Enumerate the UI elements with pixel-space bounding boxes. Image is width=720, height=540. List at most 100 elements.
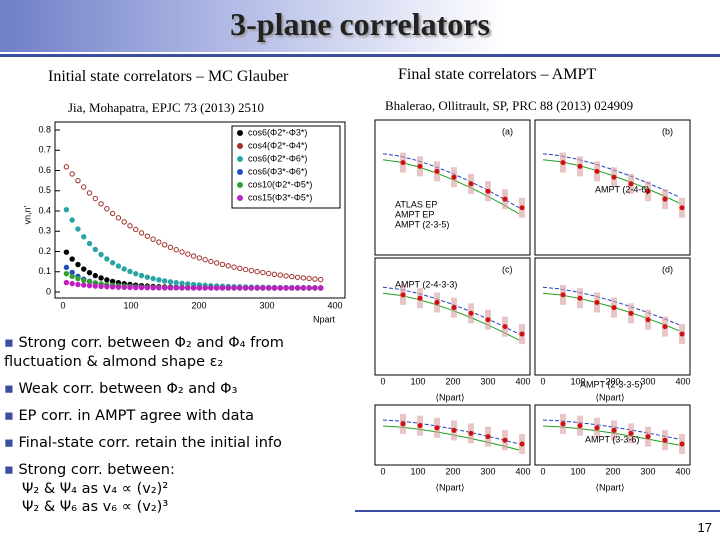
x-tick-label: 300 <box>640 466 655 476</box>
curve-point <box>306 275 312 282</box>
curve-point <box>86 240 93 247</box>
x-tick-label: 0 <box>540 466 545 476</box>
curve-point <box>277 285 283 291</box>
data-point <box>560 421 566 427</box>
curve-point <box>213 260 220 266</box>
curve-point <box>63 264 70 271</box>
curve-point <box>86 190 93 196</box>
bullet: ▪ Weak corr. between Φ₂ and Φ₃ <box>4 380 344 399</box>
curve-point <box>225 285 231 291</box>
legend-marker <box>237 195 243 201</box>
curve-point <box>179 249 185 255</box>
curve-point <box>173 279 179 286</box>
curve-point <box>63 207 70 213</box>
legend-marker <box>237 169 243 175</box>
data-point <box>434 425 440 431</box>
curve-point <box>179 285 185 291</box>
data-point <box>611 427 617 433</box>
curve-point <box>237 285 243 291</box>
curve-point <box>237 265 243 272</box>
x-tick-label: 200 <box>445 466 460 476</box>
curve-point <box>300 275 307 281</box>
curve-point <box>312 285 318 291</box>
x-axis-label: ⟨Npart⟩ <box>435 392 464 402</box>
curve-point <box>104 284 110 290</box>
right-heading: Final state correlators – AMPT <box>398 66 597 83</box>
curve-point <box>109 210 116 217</box>
y-tick-label: 0.6 <box>38 165 51 175</box>
legend-marker <box>237 143 243 149</box>
legend-label: cos4(Φ2*-Φ4*) <box>248 140 307 150</box>
x-tick-label: 300 <box>640 376 655 386</box>
curve-point <box>75 226 81 232</box>
y-tick-label: 0.3 <box>38 226 51 236</box>
left-heading: Initial state correlators – MC Glauber <box>48 68 289 85</box>
curve-point <box>185 251 191 257</box>
bullet-marker: ▪ <box>4 462 19 478</box>
x-axis-label: ⟨Npart⟩ <box>435 482 464 492</box>
curve-point <box>271 271 278 278</box>
curve-point <box>104 206 110 212</box>
legend-marker <box>237 156 243 162</box>
curve-point <box>109 284 116 290</box>
curve-point <box>75 281 81 288</box>
x-tick-label: 400 <box>515 466 530 476</box>
curve-point <box>109 260 116 266</box>
data-point <box>468 430 474 436</box>
data-point <box>502 437 508 443</box>
curve-point <box>98 201 104 207</box>
curve-point <box>98 283 104 290</box>
x-tick-label: 200 <box>191 300 206 310</box>
data-point <box>502 324 508 330</box>
x-tick-label: 400 <box>675 376 690 386</box>
curve-point <box>115 263 122 269</box>
page-number: 17 <box>697 520 712 535</box>
data-point <box>645 434 651 440</box>
data-point <box>662 437 668 443</box>
curve-point <box>242 266 249 273</box>
data-point <box>645 317 651 323</box>
curve-point <box>98 275 104 281</box>
curve-point <box>92 246 99 253</box>
curve-point <box>81 184 87 190</box>
bullet-marker: ▪ <box>4 408 19 424</box>
curve-point <box>225 263 231 269</box>
data-point <box>560 292 566 298</box>
curve-point <box>167 285 174 291</box>
legend-label: AMPT EP <box>395 209 434 219</box>
curve-point <box>69 217 75 223</box>
curve-point <box>254 268 260 275</box>
legend-label: AMPT (2-3-5) <box>395 219 449 229</box>
x-tick-label: 200 <box>605 376 620 386</box>
data-point <box>468 310 474 316</box>
data-point <box>594 300 600 306</box>
curve-point <box>92 283 99 289</box>
curve-point <box>115 284 122 290</box>
curve-point <box>294 274 301 280</box>
curve-point <box>81 277 87 284</box>
data-point <box>417 423 423 429</box>
legend-label: AMPT (2-4-6) <box>595 184 649 194</box>
legend-label: cos15(Φ3*-Φ5*) <box>248 192 312 202</box>
data-point <box>577 295 583 301</box>
bullet-text: Ψ₂ & Ψ₆ as v₆ ∝ (v₂)³ <box>22 499 169 515</box>
data-point <box>434 168 440 174</box>
data-point <box>679 205 685 211</box>
curve-point <box>156 285 162 291</box>
data-point <box>628 181 634 187</box>
data-point <box>400 421 406 427</box>
data-point <box>628 430 634 436</box>
legend-marker <box>237 182 243 188</box>
curve-point <box>69 256 75 262</box>
bullet-marker: ▪ <box>4 435 19 451</box>
data-point <box>485 317 491 323</box>
title-bar <box>0 0 720 52</box>
curve-point <box>219 285 226 291</box>
bullet-text: Weak corr. between Φ₂ and Φ₃ <box>18 381 238 397</box>
x-axis-label: ⟨Npart⟩ <box>595 392 624 402</box>
legend-label: ATLAS EP <box>395 199 437 209</box>
y-axis-label: vn,n' <box>22 205 32 224</box>
curve-point <box>81 266 87 272</box>
right-citation: Bhalerao, Ollitrault, SP, PRC 88 (2013) … <box>385 98 634 113</box>
x-tick-label: 300 <box>259 300 274 310</box>
